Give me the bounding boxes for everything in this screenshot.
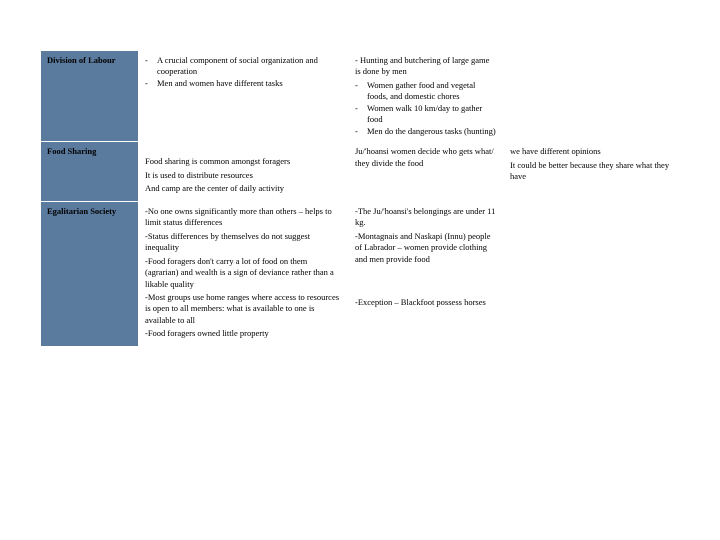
- cell-text: -Status differences by themselves do not…: [145, 231, 342, 254]
- cell-text: -Exception – Blackfoot possess horses: [355, 297, 497, 308]
- cell-text: It is used to distribute resources: [145, 170, 342, 181]
- cell-text: -Montagnais and Naskapi (Innu) people of…: [355, 231, 497, 265]
- cell-text: - Hunting and butchering of large game i…: [355, 55, 497, 78]
- spacer: [355, 277, 497, 287]
- cell-text: -No one owns significantly more than oth…: [145, 206, 342, 229]
- cell-description: -No one owns significantly more than oth…: [139, 201, 349, 346]
- bullet-item: -A crucial component of social organizat…: [145, 55, 342, 78]
- bullet-item: -Men and women have different tasks: [145, 78, 342, 89]
- cell-notes: we have different opinions It could be be…: [504, 142, 680, 201]
- cell-text: -Food foragers don't carry a lot of food…: [145, 256, 342, 290]
- bullet-item: -Men do the dangerous tasks (hunting): [355, 126, 497, 137]
- cell-description: -A crucial component of social organizat…: [139, 51, 349, 142]
- row-header: Egalitarian Society: [41, 201, 139, 346]
- bullet-dash: -: [145, 78, 153, 89]
- cell-description: Food sharing is common amongst foragers I…: [139, 142, 349, 201]
- bullet-text: A crucial component of social organizati…: [153, 55, 342, 78]
- table-body: Division of Labour-A crucial component o…: [41, 51, 680, 347]
- bullet-dash: -: [355, 103, 363, 126]
- spacer: [355, 287, 497, 297]
- cell-notes: [504, 51, 680, 142]
- table-row: Division of Labour-A crucial component o…: [41, 51, 680, 142]
- table-row: Food SharingFood sharing is common among…: [41, 142, 680, 201]
- bullet-dash: -: [355, 80, 363, 103]
- bullet-item: -Women walk 10 km/day to gather food: [355, 103, 497, 126]
- bullet-text: Men do the dangerous tasks (hunting): [363, 126, 497, 137]
- table-row: Egalitarian Society -No one owns signific…: [41, 201, 680, 346]
- bullet-text: Women walk 10 km/day to gather food: [363, 103, 497, 126]
- cell-text: Food sharing is common amongst foragers: [145, 156, 342, 167]
- bullet-dash: -: [355, 126, 363, 137]
- cell-text: -The Ju/'hoansi's belongings are under 1…: [355, 206, 497, 229]
- cell-examples: -The Ju/'hoansi's belongings are under 1…: [349, 201, 504, 346]
- cell-text: -Most groups use home ranges where acces…: [145, 292, 342, 326]
- spacer: [145, 146, 342, 156]
- cell-notes: [504, 201, 680, 346]
- content-table: Division of Labour-A crucial component o…: [40, 50, 680, 347]
- cell-text: It could be better because they share wh…: [510, 160, 673, 183]
- row-header: Division of Labour: [41, 51, 139, 142]
- cell-text: Ju/'hoansi women decide who gets what/ t…: [355, 146, 497, 169]
- spacer: [355, 267, 497, 277]
- bullet-item: -Women gather food and vegetal foods, an…: [355, 80, 497, 103]
- cell-examples: - Hunting and butchering of large game i…: [349, 51, 504, 142]
- bullet-text: Women gather food and vegetal foods, and…: [363, 80, 497, 103]
- cell-text: -Food foragers owned little property: [145, 328, 342, 339]
- cell-text: And camp are the center of daily activit…: [145, 183, 342, 194]
- cell-text: we have different opinions: [510, 146, 673, 157]
- bullet-dash: -: [145, 55, 153, 78]
- bullet-text: Men and women have different tasks: [153, 78, 342, 89]
- cell-examples: Ju/'hoansi women decide who gets what/ t…: [349, 142, 504, 201]
- row-header: Food Sharing: [41, 142, 139, 201]
